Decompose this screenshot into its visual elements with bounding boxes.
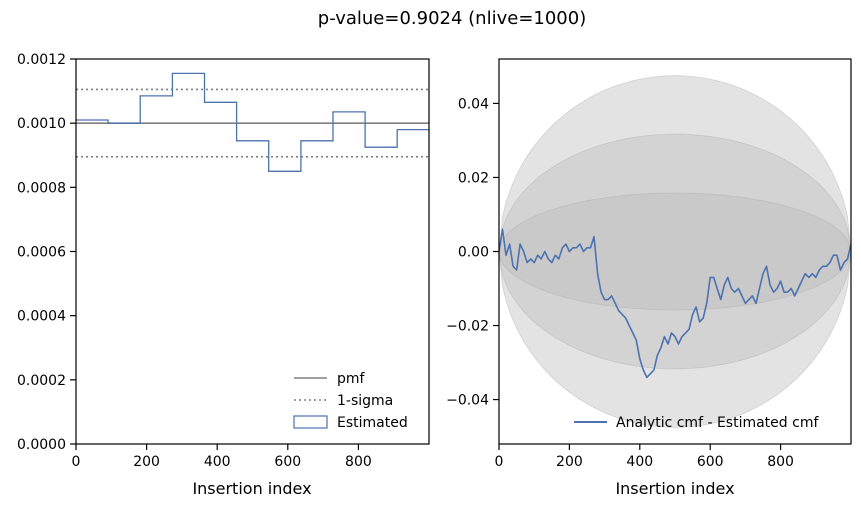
left-chart-ytick-label: 0.0008: [17, 180, 66, 196]
legend-pmf-label: pmf: [337, 371, 366, 387]
sigma-band-3: [499, 75, 851, 428]
left-chart-x-ticks: 0 200 400 600 800: [72, 444, 372, 470]
right-chart-ytick-label: 0.02: [458, 170, 489, 186]
right-chart-cmf-difference: 0 200 400 600 800 −0.04 −0.02 0.00 0.02 0.04 Ins…: [446, 58, 852, 498]
right-chart-y-ticks: −0.04 −0.02 0.00 0.02 0.04: [446, 96, 499, 409]
right-chart-xtick-label: 200: [556, 454, 583, 470]
right-chart-ytick-label: −0.02: [446, 319, 489, 335]
legend-estimated-swatch: [293, 415, 328, 429]
left-chart-xlabel: Insertion index: [192, 479, 311, 498]
right-chart-xtick-label: 0: [495, 454, 504, 470]
left-chart-legend: pmf 1-sigma Estimated: [293, 371, 408, 431]
left-chart-xtick-label: 600: [274, 454, 301, 470]
right-chart-xlabel: Insertion index: [615, 479, 734, 498]
right-chart-xtick-label: 400: [626, 454, 653, 470]
legend-difference-label: Analytic cmf - Estimated cmf: [616, 415, 819, 431]
right-chart-ytick-label: 0.04: [458, 96, 489, 112]
left-chart-ytick-label: 0.0000: [17, 437, 66, 453]
left-chart-pmf: 0 200 400 600 800 0.00000.00020.00040.00060.…: [17, 52, 430, 498]
left-chart-xtick-label: 200: [133, 454, 160, 470]
sigma-band-2: [499, 133, 851, 370]
right-chart-xtick-label: 600: [697, 454, 724, 470]
left-chart-ytick-label: 0.0002: [17, 373, 66, 389]
right-chart-xtick-label: 800: [767, 454, 794, 470]
left-chart-ytick-label: 0.0012: [17, 52, 66, 68]
right-chart-plot-area: [499, 75, 851, 428]
right-chart-x-ticks: 0 200 400 600 800: [495, 444, 794, 470]
legend-sigma-label: 1-sigma: [337, 393, 393, 409]
left-chart-xtick-label: 0: [72, 454, 81, 470]
right-chart-ytick-label: 0.00: [458, 245, 489, 261]
left-chart-frame: [75, 58, 430, 445]
left-chart-xtick-label: 800: [345, 454, 372, 470]
left-chart-xtick-label: 400: [204, 454, 231, 470]
estimated-histogram-step: [76, 72, 429, 172]
right-chart-ytick-label: −0.04: [446, 393, 489, 409]
left-chart-ytick-label: 0.0010: [17, 116, 66, 132]
left-chart-ytick-label: 0.0004: [17, 309, 66, 325]
left-chart-plot-area: [76, 72, 429, 172]
right-chart-legend: Analytic cmf - Estimated cmf: [574, 415, 819, 431]
left-chart-ytick-label: 0.0006: [17, 245, 66, 261]
sigma-band-1: [499, 192, 851, 311]
left-chart-y-ticks: 0.0000 0.0002 0.0004 0.0006 0.0008 0.0010 0.00…: [17, 52, 76, 453]
figure-title: p-value=0.9024 (nlive=1000): [318, 8, 586, 29]
legend-estimated-label: Estimated: [337, 415, 408, 431]
cmf-difference-line: [499, 228, 851, 379]
